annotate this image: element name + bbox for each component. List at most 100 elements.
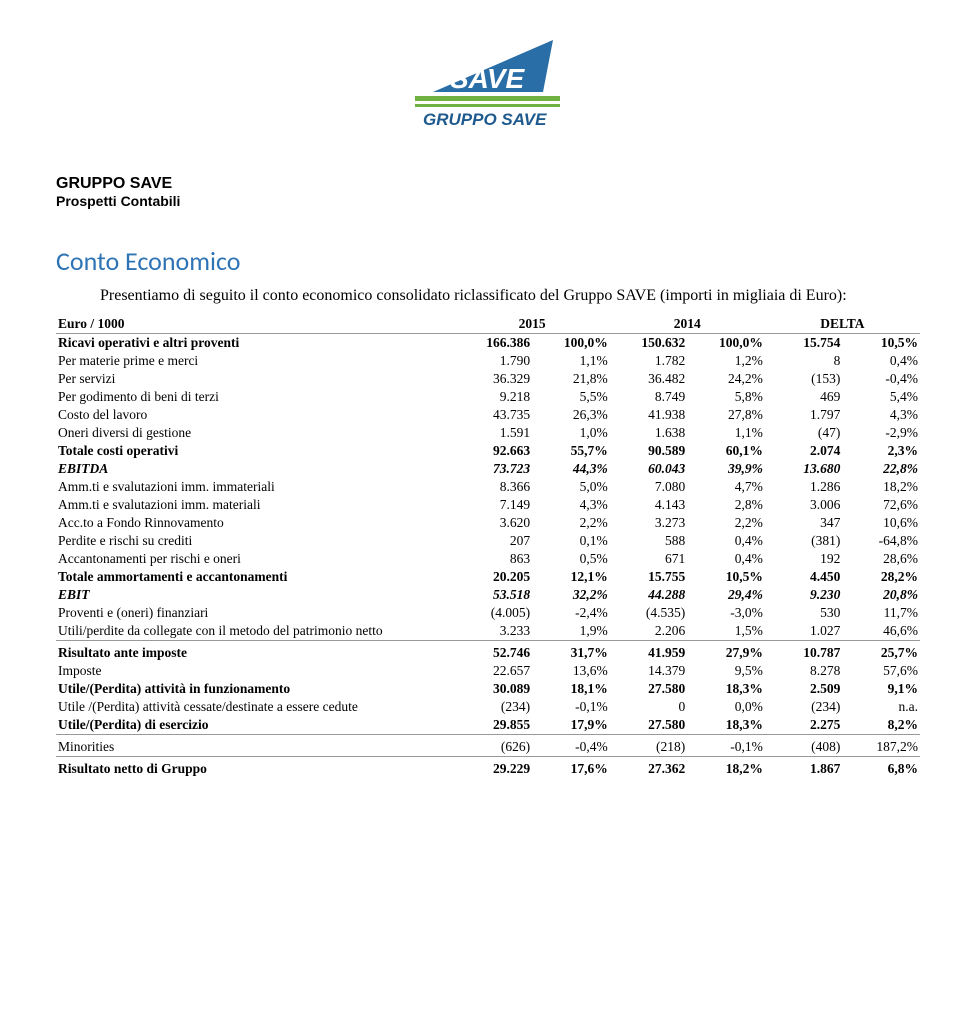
cell-value-2014: 14.379 — [610, 662, 688, 680]
cell-pct-2015: 55,7% — [532, 442, 610, 460]
row-label: Perdite e rischi su crediti — [56, 532, 455, 550]
cell-pct-2014: 0,4% — [687, 532, 765, 550]
cell-value-2014: 1.782 — [610, 352, 688, 370]
cell-delta-value: 9.230 — [765, 586, 843, 604]
cell-pct-2015: 17,9% — [532, 716, 610, 735]
row-label: Totale ammortamenti e accantonamenti — [56, 568, 455, 586]
row-label: Risultato ante imposte — [56, 640, 455, 662]
cell-pct-2015: 5,0% — [532, 478, 610, 496]
cell-pct-2015: 21,8% — [532, 370, 610, 388]
row-label: Imposte — [56, 662, 455, 680]
cell-pct-2015: -0,1% — [532, 698, 610, 716]
cell-delta-value: 469 — [765, 388, 843, 406]
cell-value-2015: 3.620 — [455, 514, 533, 532]
cell-value-2015: 52.746 — [455, 640, 533, 662]
cell-value-2014: 2.206 — [610, 622, 688, 641]
table-row: Per materie prime e merci1.7901,1%1.7821… — [56, 352, 920, 370]
col-header-year2: 2014 — [610, 315, 765, 334]
cell-value-2014: (218) — [610, 734, 688, 756]
cell-delta-pct: 28,2% — [842, 568, 920, 586]
row-label: Accantonamenti per rischi e oneri — [56, 550, 455, 568]
table-row: Oneri diversi di gestione1.5911,0%1.6381… — [56, 424, 920, 442]
cell-pct-2014: 60,1% — [687, 442, 765, 460]
row-label: EBIT — [56, 586, 455, 604]
cell-pct-2014: 10,5% — [687, 568, 765, 586]
table-row: Minorities(626)-0,4%(218)-0,1%(408)187,2… — [56, 734, 920, 756]
cell-value-2014: 60.043 — [610, 460, 688, 478]
cell-delta-value: 8 — [765, 352, 843, 370]
row-label: Per servizi — [56, 370, 455, 388]
cell-delta-value: 3.006 — [765, 496, 843, 514]
cell-value-2015: 29.855 — [455, 716, 533, 735]
cell-value-2015: 1.790 — [455, 352, 533, 370]
cell-pct-2015: 26,3% — [532, 406, 610, 424]
cell-pct-2015: -0,4% — [532, 734, 610, 756]
row-label: Amm.ti e svalutazioni imm. immateriali — [56, 478, 455, 496]
cell-delta-pct: 57,6% — [842, 662, 920, 680]
cell-delta-value: 1.797 — [765, 406, 843, 424]
row-label: Risultato netto di Gruppo — [56, 756, 455, 778]
cell-delta-pct: 5,4% — [842, 388, 920, 406]
cell-value-2014: 7.080 — [610, 478, 688, 496]
cell-pct-2014: 18,3% — [687, 716, 765, 735]
cell-pct-2015: 12,1% — [532, 568, 610, 586]
cell-delta-pct: -2,9% — [842, 424, 920, 442]
cell-delta-value: 530 — [765, 604, 843, 622]
table-row: Utile /(Perdita) attività cessate/destin… — [56, 698, 920, 716]
row-label: Per materie prime e merci — [56, 352, 455, 370]
cell-value-2015: 8.366 — [455, 478, 533, 496]
cell-value-2015: 73.723 — [455, 460, 533, 478]
cell-delta-value: (47) — [765, 424, 843, 442]
cell-delta-value: 15.754 — [765, 333, 843, 352]
col-header-label: Euro / 1000 — [56, 315, 455, 334]
col-header-delta: DELTA — [765, 315, 920, 334]
cell-value-2015: 36.329 — [455, 370, 533, 388]
cell-value-2014: (4.535) — [610, 604, 688, 622]
table-row: Totale ammortamenti e accantonamenti20.2… — [56, 568, 920, 586]
cell-pct-2015: -2,4% — [532, 604, 610, 622]
cell-pct-2014: 18,3% — [687, 680, 765, 698]
cell-delta-pct: 8,2% — [842, 716, 920, 735]
cell-delta-pct: 46,6% — [842, 622, 920, 641]
cell-delta-pct: 10,5% — [842, 333, 920, 352]
cell-value-2015: 43.735 — [455, 406, 533, 424]
cell-value-2015: (626) — [455, 734, 533, 756]
col-header-year1: 2015 — [455, 315, 610, 334]
cell-value-2014: 15.755 — [610, 568, 688, 586]
cell-pct-2015: 1,0% — [532, 424, 610, 442]
cell-delta-pct: 6,8% — [842, 756, 920, 778]
cell-pct-2015: 1,9% — [532, 622, 610, 641]
table-header-row: Euro / 1000 2015 2014 DELTA — [56, 315, 920, 334]
row-label: EBITDA — [56, 460, 455, 478]
cell-delta-value: 2.074 — [765, 442, 843, 460]
company-logo: SAVE GRUPPO SAVE — [413, 40, 563, 135]
cell-value-2015: 29.229 — [455, 756, 533, 778]
row-label: Costo del lavoro — [56, 406, 455, 424]
cell-delta-pct: 28,6% — [842, 550, 920, 568]
cell-delta-pct: 4,3% — [842, 406, 920, 424]
cell-pct-2014: 2,2% — [687, 514, 765, 532]
table-row: EBITDA73.72344,3%60.04339,9%13.68022,8% — [56, 460, 920, 478]
group-title: GRUPPO SAVE — [56, 175, 920, 193]
cell-delta-pct: 20,8% — [842, 586, 920, 604]
cell-pct-2015: 4,3% — [532, 496, 610, 514]
cell-value-2014: 3.273 — [610, 514, 688, 532]
table-row: EBIT53.51832,2%44.28829,4%9.23020,8% — [56, 586, 920, 604]
cell-pct-2014: -3,0% — [687, 604, 765, 622]
cell-delta-value: 2.275 — [765, 716, 843, 735]
table-row: Proventi e (oneri) finanziari(4.005)-2,4… — [56, 604, 920, 622]
row-label: Utile/(Perdita) di esercizio — [56, 716, 455, 735]
row-label: Utile /(Perdita) attività cessate/destin… — [56, 698, 455, 716]
cell-value-2014: 27.362 — [610, 756, 688, 778]
table-row: Risultato netto di Gruppo29.22917,6%27.3… — [56, 756, 920, 778]
cell-pct-2015: 18,1% — [532, 680, 610, 698]
cell-pct-2015: 44,3% — [532, 460, 610, 478]
cell-pct-2015: 1,1% — [532, 352, 610, 370]
cell-delta-value: 8.278 — [765, 662, 843, 680]
table-row: Accantonamenti per rischi e oneri8630,5%… — [56, 550, 920, 568]
row-label: Proventi e (oneri) finanziari — [56, 604, 455, 622]
cell-value-2014: 671 — [610, 550, 688, 568]
cell-pct-2015: 32,2% — [532, 586, 610, 604]
cell-pct-2014: 18,2% — [687, 756, 765, 778]
logo-text-bottom: GRUPPO SAVE — [423, 110, 547, 129]
